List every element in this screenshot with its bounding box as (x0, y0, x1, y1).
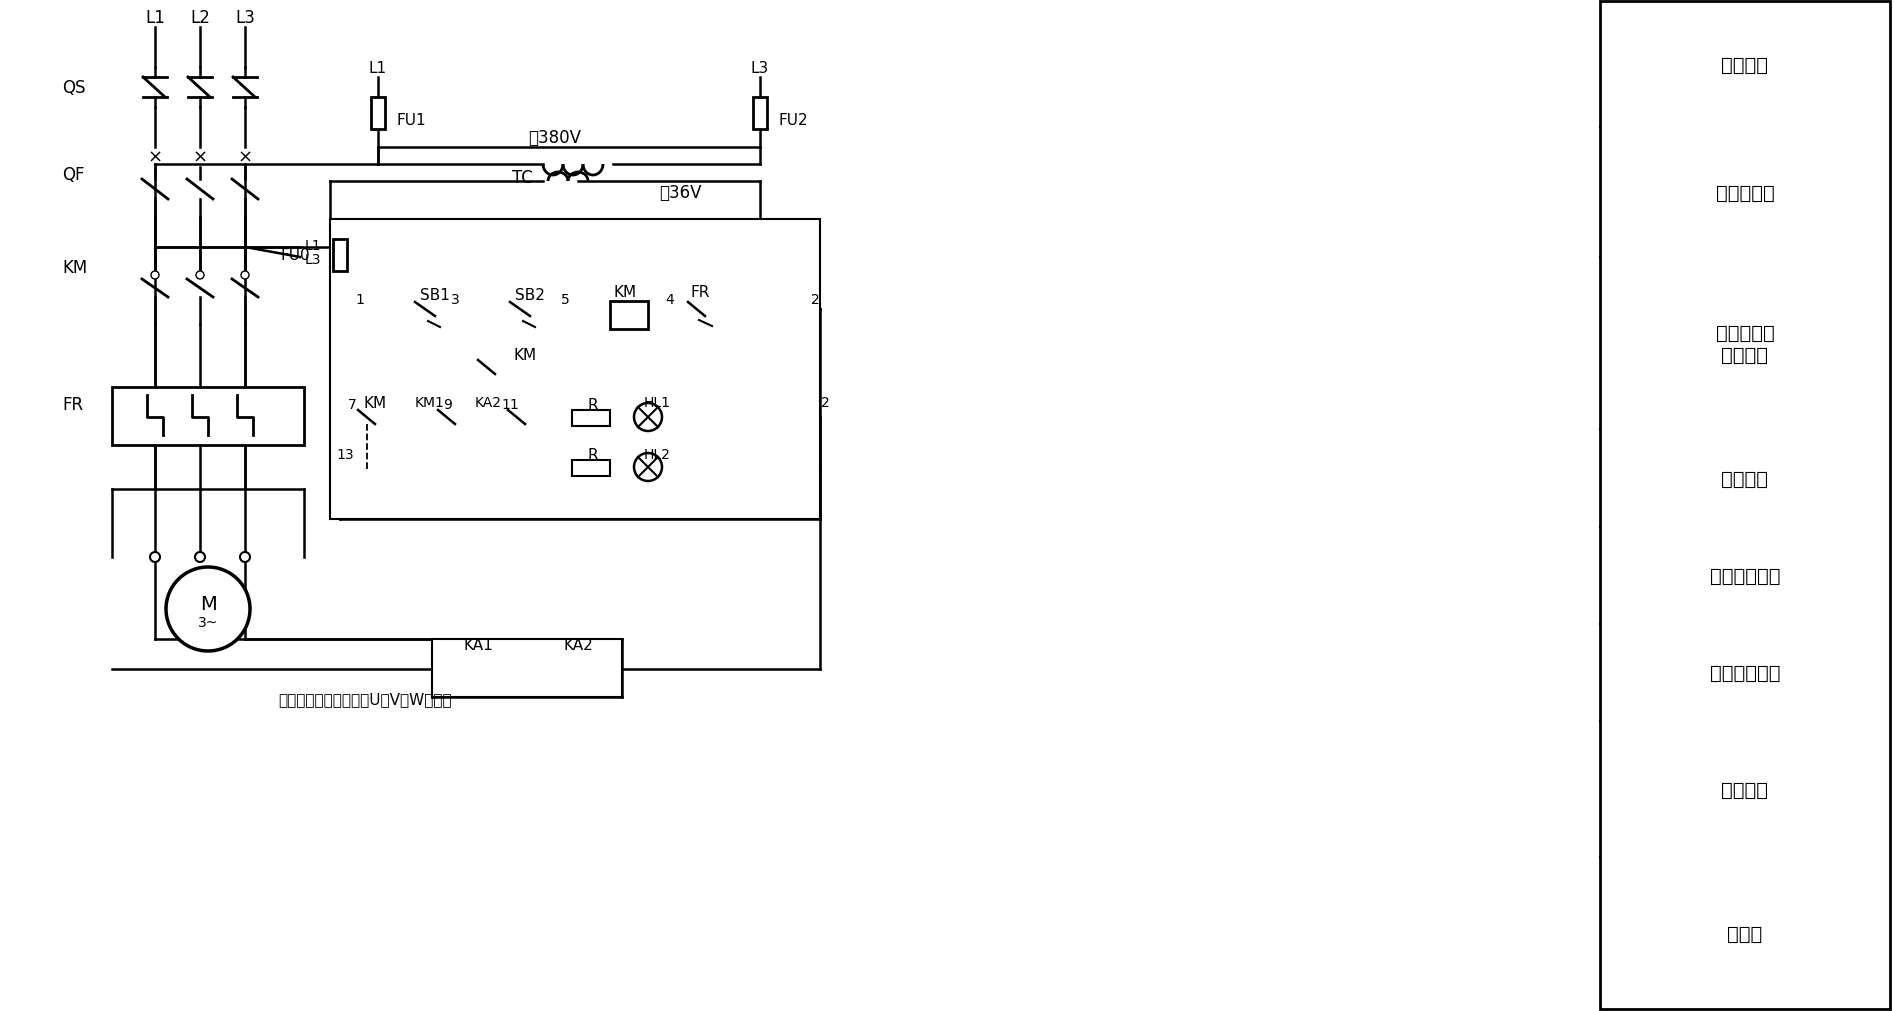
Circle shape (634, 454, 663, 481)
Text: 3: 3 (451, 293, 460, 306)
Text: KM: KM (364, 395, 386, 410)
Text: 运转状态信号: 运转状态信号 (1710, 663, 1780, 682)
Text: 电动机启停
控制电路: 电动机启停 控制电路 (1716, 324, 1775, 364)
Text: 电动机: 电动机 (1727, 924, 1763, 942)
Text: FR: FR (63, 395, 83, 413)
Text: 停止状态信号: 停止状态信号 (1710, 566, 1780, 585)
Circle shape (150, 552, 159, 562)
Text: ×: × (148, 149, 163, 167)
Text: L3: L3 (235, 9, 256, 27)
Text: 9: 9 (443, 397, 453, 411)
Text: R: R (587, 397, 599, 412)
Bar (371, 98, 384, 129)
Text: KA2: KA2 (563, 637, 593, 652)
Text: FU0: FU0 (280, 248, 311, 262)
Text: HL1: HL1 (644, 395, 670, 409)
Bar (333, 240, 347, 272)
Text: 三相电源: 三相电源 (1722, 56, 1769, 75)
Text: 3~: 3~ (197, 616, 218, 630)
Text: ×: × (193, 149, 208, 167)
Text: KA2: KA2 (475, 395, 502, 409)
Bar (449, 654, 504, 684)
Text: ～36V: ～36V (659, 184, 701, 202)
Text: HL2: HL2 (644, 448, 670, 462)
Text: 缺相保护: 缺相保护 (1722, 779, 1769, 799)
Text: KM: KM (614, 284, 636, 299)
Bar (572, 410, 610, 427)
Text: L1: L1 (369, 61, 386, 76)
Circle shape (634, 403, 663, 432)
Text: FU2: FU2 (778, 112, 807, 127)
Text: 13: 13 (337, 448, 354, 462)
Circle shape (195, 272, 205, 280)
Circle shape (152, 272, 159, 280)
Bar (754, 98, 767, 129)
Text: 控制变压器: 控制变压器 (1716, 183, 1775, 202)
Text: ～380V: ～380V (528, 128, 581, 147)
Bar (112, 387, 305, 446)
Text: 11: 11 (502, 397, 519, 411)
Text: L1: L1 (146, 9, 165, 27)
Text: L1: L1 (305, 239, 322, 253)
Bar (1600, 2, 1890, 1009)
Text: L2: L2 (189, 9, 210, 27)
Bar (330, 219, 820, 520)
Bar (572, 461, 610, 476)
Text: KM1: KM1 (415, 395, 445, 409)
Text: ×: × (237, 149, 252, 167)
Text: L3: L3 (305, 253, 322, 267)
Text: 4: 4 (665, 293, 674, 306)
Text: QS: QS (63, 79, 85, 97)
Circle shape (195, 552, 205, 562)
Text: 7: 7 (348, 397, 356, 411)
Text: FR: FR (689, 284, 710, 299)
Text: FU1: FU1 (396, 112, 426, 127)
Text: QF: QF (63, 166, 85, 184)
Text: SB1: SB1 (420, 287, 451, 302)
Text: 5: 5 (561, 293, 570, 306)
Circle shape (241, 272, 248, 280)
Text: 自保回路: 自保回路 (1722, 469, 1769, 488)
Text: L3: L3 (750, 61, 769, 76)
Bar (610, 301, 648, 330)
Bar (547, 654, 602, 684)
Text: R: R (587, 447, 599, 462)
Text: 2: 2 (820, 395, 830, 409)
Text: KM: KM (513, 347, 536, 362)
Bar (432, 639, 621, 698)
Text: TC: TC (511, 169, 532, 187)
Text: 2: 2 (811, 293, 820, 306)
Text: 与电动机绕组接线端子U、V、W连接。: 与电动机绕组接线端子U、V、W连接。 (278, 692, 451, 707)
Text: KM: KM (63, 259, 87, 277)
Text: M: M (199, 594, 216, 614)
Circle shape (167, 567, 250, 651)
Text: 1: 1 (356, 293, 364, 306)
Text: KA1: KA1 (464, 637, 492, 652)
Text: SB2: SB2 (515, 287, 545, 302)
Circle shape (241, 552, 250, 562)
